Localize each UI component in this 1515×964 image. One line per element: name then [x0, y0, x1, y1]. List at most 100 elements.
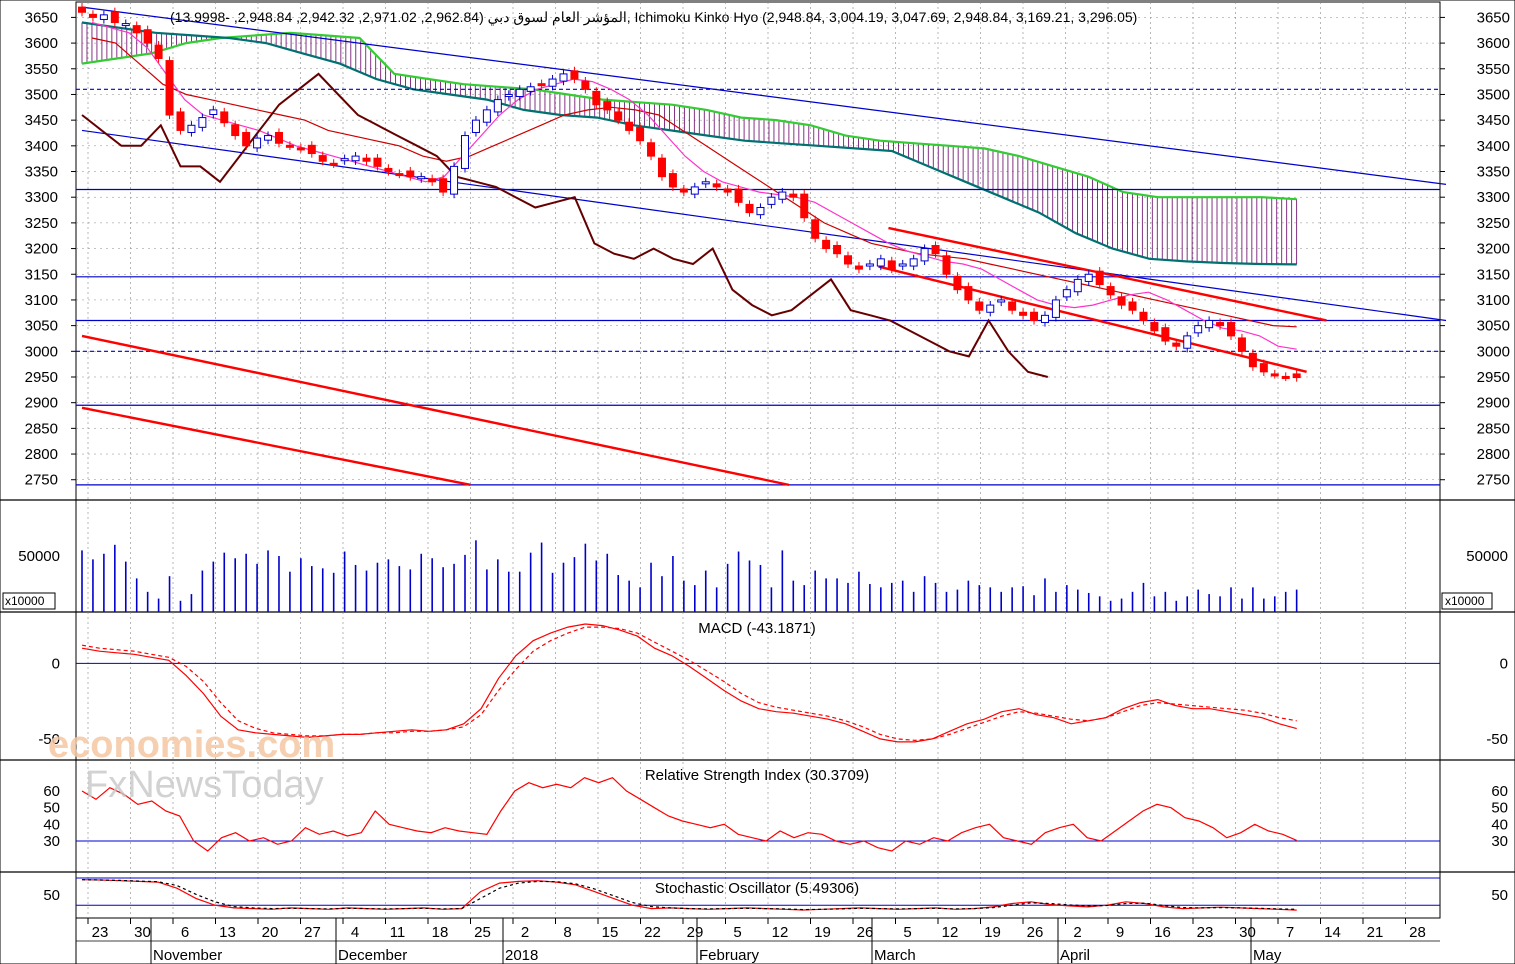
- candle-body: [88, 13, 97, 18]
- candlesticks: [78, 3, 1301, 382]
- stochastic-y-axis: 50 50: [43, 887, 1508, 904]
- indicator-line: [81, 879, 1297, 911]
- candle-body: [1172, 342, 1181, 347]
- candle-body: [701, 181, 710, 185]
- month-label: April: [1060, 947, 1090, 964]
- x-tick-label: 20: [262, 924, 279, 941]
- indicator-line: [81, 626, 1297, 742]
- candle-body: [176, 111, 185, 131]
- price-tick-label-left: 3200: [25, 241, 58, 258]
- trend-lines: [81, 6, 1447, 487]
- indicator-tick-label-left: 40: [43, 816, 60, 833]
- candle-body: [679, 188, 688, 193]
- indicator-tick-label-right: 40: [1491, 816, 1508, 833]
- price-tick-label-left: 2800: [25, 446, 58, 463]
- month-label: December: [338, 947, 407, 964]
- indicator-tick-label-right: 60: [1491, 783, 1508, 800]
- candle-body: [439, 178, 448, 193]
- indicator-tick-label-left: 60: [43, 783, 60, 800]
- indicator-tick-label-right: 0: [1500, 655, 1508, 672]
- volume-unit-box-left: [2, 592, 56, 610]
- candle-body: [1183, 335, 1192, 349]
- trend-line: [888, 226, 1327, 322]
- candle-body: [460, 135, 469, 169]
- candle-body: [592, 90, 601, 106]
- candle-body: [1073, 278, 1082, 293]
- watermark-fxnewstoday: FxNewsToday: [85, 764, 324, 806]
- candle-body: [898, 263, 907, 267]
- price-tick-label-right: 3000: [1477, 343, 1510, 360]
- ichimoku-lines: [81, 21, 1297, 378]
- indicator-tick-label-right: 30: [1491, 833, 1508, 850]
- price-tick-label-left: 3600: [25, 35, 58, 52]
- trend-line: [81, 6, 1447, 185]
- indicator-tick-label-left: 50: [43, 800, 60, 817]
- senkou-span-b-line: [81, 21, 1297, 266]
- candle-body: [1106, 286, 1115, 296]
- price-tick-label-right: 2850: [1477, 420, 1510, 437]
- candle-body: [548, 78, 557, 87]
- candle-body: [614, 111, 623, 121]
- volume-y-axis: 50000 50000 x10000 x10000: [2, 548, 1508, 610]
- price-tick-label-right: 2800: [1477, 446, 1510, 463]
- x-tick-label: 27: [304, 924, 321, 941]
- x-tick-label: 11: [390, 924, 406, 941]
- rsi-lines: [76, 777, 1440, 852]
- month-label: May: [1253, 947, 1282, 964]
- x-tick-label: 22: [644, 924, 661, 941]
- candle-body: [789, 193, 798, 198]
- candle-body: [865, 263, 874, 267]
- month-label: March: [874, 947, 916, 964]
- candle-body: [690, 186, 699, 195]
- candle-body: [1292, 373, 1301, 379]
- x-tick-label: 30: [1239, 924, 1256, 941]
- candle-body: [362, 157, 371, 162]
- indicator-tick-label-left: 0: [52, 655, 60, 672]
- price-tick-label-right: 2900: [1477, 395, 1510, 412]
- x-tick-label: 18: [432, 924, 449, 941]
- price-tick-label-right: 2750: [1477, 472, 1510, 489]
- price-tick-label-left: 3300: [25, 189, 58, 206]
- x-tick-label: 19: [984, 924, 1001, 941]
- month-label: 2018: [505, 947, 538, 964]
- volume-tick-label-left: 50000: [18, 548, 60, 565]
- x-tick-label: 12: [772, 924, 789, 941]
- candle-body: [657, 157, 666, 178]
- candle-body: [822, 239, 831, 250]
- macd-y-axis: 0 0 -50 -50: [38, 655, 1508, 748]
- price-tick-label-left: 3000: [25, 343, 58, 360]
- price-tick-label-left: 3500: [25, 86, 58, 103]
- candle-body: [220, 111, 229, 124]
- candle-body: [493, 99, 502, 113]
- candle-body: [909, 258, 918, 267]
- candle-body: [636, 126, 645, 142]
- candle-body: [1248, 352, 1257, 368]
- indicator-tick-label-right: -50: [1486, 731, 1508, 748]
- kijun-sen-line: [91, 37, 1297, 328]
- price-tick-label-right: 3550: [1477, 61, 1510, 78]
- indicator-line: [81, 623, 1297, 743]
- candle-body: [143, 29, 152, 44]
- candle-body: [723, 188, 732, 193]
- candle-body: [975, 301, 984, 311]
- price-tick-label-left: 3450: [25, 112, 58, 129]
- candle-body: [559, 73, 568, 82]
- indicator-tick-label-left: 30: [43, 833, 60, 850]
- candle-body: [242, 131, 251, 147]
- candle-body: [296, 147, 305, 151]
- candle-body: [953, 275, 962, 291]
- stochastic-title: Stochastic Oscillator (5.49306): [655, 880, 859, 897]
- candle-body: [942, 255, 951, 275]
- indicator-tick-label-left: -50: [38, 731, 60, 748]
- candle-body: [253, 137, 262, 149]
- x-axis: 23 30 6 13 20 27 4 11 18 25 2 8 15 22 29 5 12 19 26 5 12 19 26…: [76, 918, 1440, 964]
- price-tick-label-right: 3650: [1477, 9, 1510, 26]
- x-tick-label: 30: [134, 924, 151, 941]
- candle-body: [964, 286, 973, 301]
- candle-body: [745, 203, 754, 214]
- candle-body: [198, 117, 207, 128]
- rsi-title: Relative Strength Index (30.3709): [645, 767, 869, 784]
- candle-body: [843, 255, 852, 265]
